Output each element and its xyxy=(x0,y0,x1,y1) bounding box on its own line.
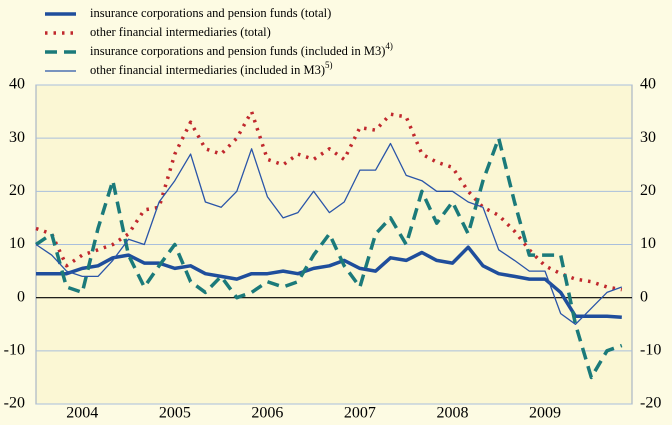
x-tick-label: 2005 xyxy=(159,405,191,422)
y-tick-label-right: -10 xyxy=(640,342,661,359)
legend-text: insurance corporations and pension funds… xyxy=(90,6,331,20)
legend-text: other financial intermediaries (total) xyxy=(90,25,271,39)
legend-text: other financial intermediaries (included… xyxy=(90,63,325,77)
lines xyxy=(35,109,623,380)
x-tick-label: 2009 xyxy=(529,405,561,422)
y-tick-label-right: 0 xyxy=(640,288,648,305)
series-line xyxy=(35,109,623,292)
legend-note: 4) xyxy=(385,41,393,51)
y-tick-label-left: 30 xyxy=(9,129,25,146)
y-tick-label-right: 20 xyxy=(640,182,656,199)
legend-label: insurance corporations and pension funds… xyxy=(90,41,393,58)
x-tick-label: 2007 xyxy=(344,405,376,422)
y-tick-label-left: -10 xyxy=(4,342,25,359)
y-tick-label-right: 10 xyxy=(640,235,656,252)
legend-label: other financial intermediaries (included… xyxy=(90,60,333,77)
y-tick-label-right: -20 xyxy=(640,395,661,412)
legend-label: other financial intermediaries (total) xyxy=(90,25,271,39)
series-line xyxy=(35,142,623,325)
legend: insurance corporations and pension funds… xyxy=(45,6,393,77)
y-tick-label-left: 10 xyxy=(9,235,25,252)
legend-note: 5) xyxy=(325,60,333,70)
x-tick-label: 2006 xyxy=(251,405,283,422)
x-tick-label: 2004 xyxy=(66,405,98,422)
y-tick-label-left: 0 xyxy=(17,288,25,305)
y-tick-label-left: -20 xyxy=(4,395,25,412)
y-tick-label-right: 40 xyxy=(640,76,656,93)
y-tick-label-left: 20 xyxy=(9,182,25,199)
y-tick-label-left: 40 xyxy=(9,76,25,93)
series-line xyxy=(36,245,622,320)
legend-label: insurance corporations and pension funds… xyxy=(90,6,331,20)
legend-text: insurance corporations and pension funds… xyxy=(90,44,385,58)
series-line xyxy=(35,136,623,380)
y-tick-label-right: 30 xyxy=(640,129,656,146)
x-tick-label: 2008 xyxy=(436,405,468,422)
grid: -20 -20 -10 -10 0 0 10 10 20 20 30 30 40 40 2004 2005 20… xyxy=(4,76,662,422)
